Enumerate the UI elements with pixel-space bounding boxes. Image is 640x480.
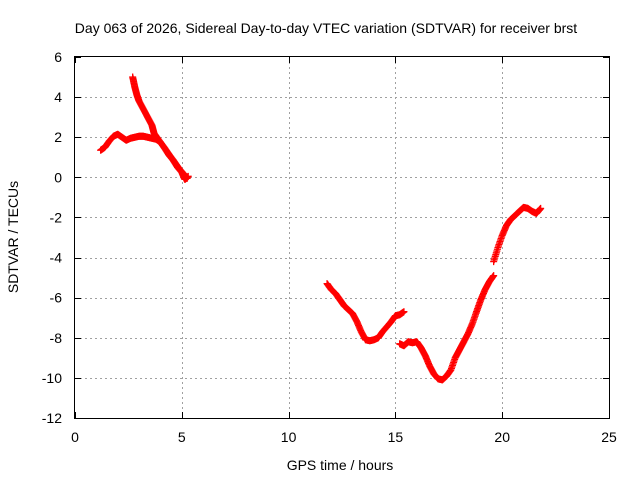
grid [75, 57, 609, 418]
y-tick-label: -12 [42, 410, 62, 426]
y-tick-label: 2 [54, 129, 62, 145]
y-tick-label: -2 [50, 209, 63, 225]
chart-title: Day 063 of 2026, Sidereal Day-to-day VTE… [75, 20, 577, 36]
axis-ticks: 0 5 10 15 20 25 -12 -10 -8 -6 -4 -2 0 2 4 6 [42, 49, 617, 445]
data-point [490, 272, 498, 280]
x-axis-label: GPS time / hours [287, 457, 394, 473]
series-2 [129, 73, 191, 182]
y-axis-label: SDTVAR / TECUs [5, 181, 21, 293]
x-tick-label: 5 [178, 429, 186, 445]
y-tick-label: -6 [50, 290, 63, 306]
series-3 [323, 280, 408, 345]
x-tick-label: 15 [388, 429, 404, 445]
x-tick-label: 25 [601, 429, 617, 445]
x-tick-label: 20 [494, 429, 510, 445]
y-tick-label: -4 [50, 250, 63, 266]
x-tick-label: 0 [71, 429, 79, 445]
x-tick-label: 10 [281, 429, 297, 445]
data-point [400, 308, 408, 316]
data-points [97, 73, 545, 384]
y-tick-label: -10 [42, 370, 62, 386]
data-point [183, 174, 191, 182]
series-4 [396, 272, 498, 384]
y-tick-label: 4 [54, 89, 62, 105]
data-point [537, 204, 545, 212]
y-tick-label: -8 [50, 330, 63, 346]
y-tick-label: 6 [54, 49, 62, 65]
plot-frame [74, 56, 610, 419]
series-5 [490, 203, 545, 266]
y-tick-label: 0 [54, 169, 62, 185]
series-1 [97, 130, 192, 183]
